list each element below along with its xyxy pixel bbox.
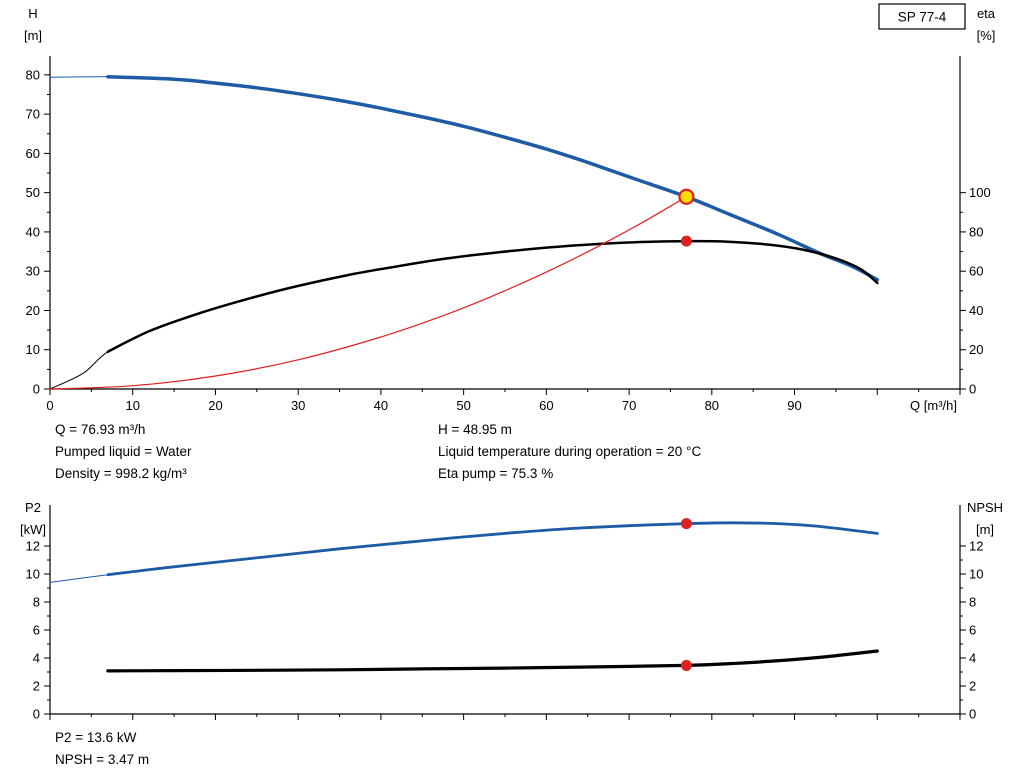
tick-label: 2 (969, 679, 976, 694)
tick-label: 80 (969, 224, 983, 239)
tick-label: 10 (969, 567, 983, 582)
tick-label: 80 (26, 67, 40, 82)
operating-point-summary-right: H = 48.95 m Liquid temperature during op… (438, 419, 701, 485)
tick-label: 0 (33, 707, 40, 722)
npsh-point (680, 659, 692, 671)
tick-label: 100 (969, 185, 991, 200)
tick-label: 60 (969, 264, 983, 279)
eta-axis-unit: [%] (977, 28, 996, 43)
tick-label: 40 (374, 398, 388, 413)
tick-label: 12 (26, 539, 40, 554)
tick-label: 70 (622, 398, 636, 413)
tick-label: 8 (969, 595, 976, 610)
tick-label: 0 (46, 398, 53, 413)
tick-label: 40 (26, 224, 40, 239)
npsh-curve (106, 649, 879, 673)
series-layer-bottom (49, 518, 879, 673)
efficiency-curve (106, 239, 879, 353)
p2-curve-thin-segment (49, 522, 878, 583)
tick-label: 80 (705, 398, 719, 413)
tick-label: 0 (969, 707, 976, 722)
tick-label: 30 (291, 398, 305, 413)
tick-label: 6 (33, 623, 40, 638)
tick-label: 90 (787, 398, 801, 413)
tick-label: 10 (125, 398, 139, 413)
pump-model-label: SP 77-4 (898, 10, 947, 25)
system-curve (49, 196, 687, 390)
tick-label: 12 (969, 539, 983, 554)
p2-axis-title: P2 (25, 500, 41, 515)
tick-label: 50 (456, 398, 470, 413)
tick-label: 0 (33, 382, 40, 397)
tick-label: 50 (26, 185, 40, 200)
duty-point[interactable] (678, 188, 695, 205)
head-readout: H = 48.95 m (438, 422, 512, 437)
series-layer-top (49, 75, 880, 390)
p2-axis-unit: [kW] (20, 522, 46, 537)
tick-label: 60 (539, 398, 553, 413)
tick-label: 8 (33, 595, 40, 610)
head-axis-title: H (28, 6, 37, 21)
tick-label: 2 (33, 679, 40, 694)
tick-label: 4 (33, 651, 40, 666)
axes-layer-bottom: 0 2 4 6 8 10 12 0 2 4 6 8 10 12 (26, 505, 983, 722)
power-npsh-chart: 0 2 4 6 8 10 12 0 2 4 6 8 10 12 P2 [kW] NPSH [m] (20, 500, 1003, 722)
flow-axis-title: Q [m³/h] (910, 398, 957, 413)
eta-pump-readout: Eta pump = 75.3 % (438, 466, 554, 481)
p2-readout: P2 = 13.6 kW (55, 730, 137, 745)
tick-label: 40 (969, 303, 983, 318)
pump-model-box (878, 3, 966, 30)
flow-readout: Q = 76.93 m³/h (55, 422, 146, 437)
axes-layer-top: 0 10 20 30 40 50 60 70 80 90 0 10 20 30 40 50 60 70 80 0 20 4… (26, 56, 991, 413)
tick-label: 4 (969, 651, 976, 666)
density-readout: Density = 998.2 kg/m³ (55, 466, 187, 481)
head-axis-unit: [m] (24, 28, 42, 43)
efficiency-curve-thin-segment (49, 240, 878, 390)
npsh-readout: NPSH = 3.47 m (55, 752, 150, 767)
liquid-temperature-readout: Liquid temperature during operation = 20… (438, 444, 702, 459)
head-curve (106, 75, 880, 282)
p2-point (680, 518, 692, 530)
tick-label: 6 (969, 623, 976, 638)
head-curve-thin-segment (49, 76, 878, 281)
tick-label: 20 (208, 398, 222, 413)
eta-axis-title: eta (977, 6, 996, 21)
tick-label: 0 (969, 382, 976, 397)
p2-curve (106, 521, 879, 577)
tick-label: 20 (26, 303, 40, 318)
tick-label: 10 (26, 342, 40, 357)
tick-label: 10 (26, 567, 40, 582)
npsh-axis-unit: [m] (976, 522, 994, 537)
efficiency-point (680, 235, 692, 247)
operating-point-summary-left: Q = 76.93 m³/h Pumped liquid = Water Den… (55, 419, 191, 485)
power-npsh-summary: P2 = 13.6 kW NPSH = 3.47 m (55, 727, 149, 771)
tick-label: 70 (26, 107, 40, 122)
tick-label: 60 (26, 146, 40, 161)
npsh-axis-title: NPSH (967, 500, 1003, 515)
head-efficiency-chart: 0 10 20 30 40 50 60 70 80 90 0 10 20 30 40 50 60 70 80 0 20 4… (24, 3, 996, 413)
tick-label: 20 (969, 342, 983, 357)
pumped-liquid-readout: Pumped liquid = Water (55, 444, 192, 459)
tick-label: 30 (26, 264, 40, 279)
